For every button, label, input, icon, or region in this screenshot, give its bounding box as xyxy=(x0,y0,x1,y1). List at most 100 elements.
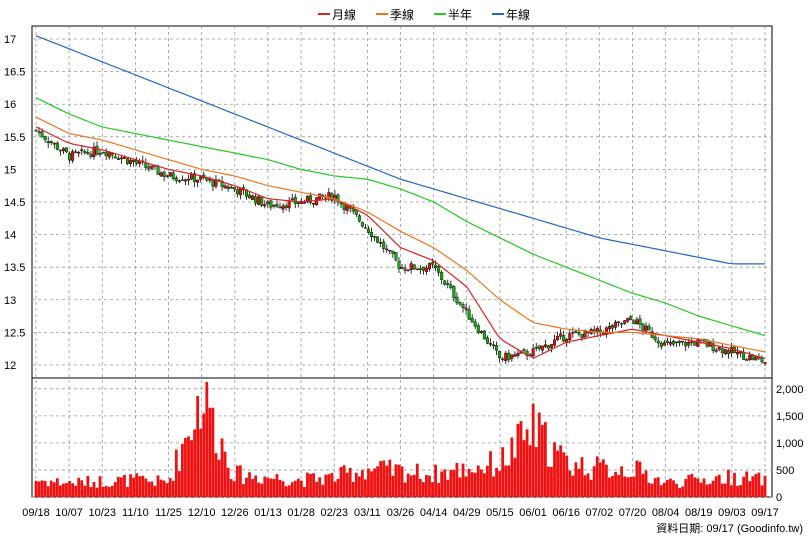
candle-body xyxy=(168,172,172,177)
volume-bar xyxy=(159,479,163,497)
volume-bar xyxy=(748,481,752,497)
candle-body xyxy=(754,356,758,361)
volume-bar xyxy=(165,483,169,497)
volume-bar xyxy=(309,473,312,497)
volume-bar xyxy=(153,485,157,497)
candle-body xyxy=(507,352,511,361)
volume-bar xyxy=(437,483,441,497)
candle-body xyxy=(287,200,291,209)
volume-bar xyxy=(132,477,136,497)
candle-body xyxy=(675,341,679,344)
volume-bar xyxy=(608,477,611,497)
volume-bar xyxy=(92,481,96,497)
volume-tick-label: 0 xyxy=(776,492,782,504)
candle-body xyxy=(495,345,499,351)
volume-bar xyxy=(220,438,224,497)
volume-bar xyxy=(376,466,380,497)
candle-body xyxy=(293,197,297,204)
date-tick-label: 11/25 xyxy=(155,507,182,519)
volume-bar xyxy=(406,473,410,497)
volume-bar xyxy=(242,484,245,497)
volume-bar xyxy=(217,459,221,497)
volume-bar xyxy=(595,456,599,497)
candle-body xyxy=(458,302,462,305)
date-tick-label: 04/14 xyxy=(420,507,448,519)
candle-body xyxy=(492,344,496,347)
candle-body xyxy=(98,153,102,155)
price-tick-label: 17 xyxy=(4,34,16,46)
candle-body xyxy=(37,131,41,133)
candle-body xyxy=(89,153,93,157)
candle-body xyxy=(440,271,444,280)
candle-body xyxy=(135,160,139,164)
volume-bar xyxy=(202,413,206,497)
candle-body xyxy=(678,340,682,343)
candle-body xyxy=(629,316,633,320)
candle-body xyxy=(208,179,212,181)
candle-body xyxy=(360,222,364,227)
candle-body xyxy=(171,172,175,179)
volume-bar xyxy=(327,474,331,497)
candle-body xyxy=(574,331,578,333)
candle-body xyxy=(580,334,584,339)
volume-bar xyxy=(315,481,319,497)
candle-body xyxy=(412,264,416,270)
candle-body xyxy=(522,349,526,351)
candle-body xyxy=(601,332,605,335)
volume-bar xyxy=(254,475,258,497)
volume-bar xyxy=(656,477,660,497)
volume-bar xyxy=(388,459,392,497)
ma-year-line xyxy=(35,35,765,265)
date-tick-label: 07/02 xyxy=(586,507,614,519)
volume-bar xyxy=(452,470,456,497)
volume-bar xyxy=(104,485,108,497)
volume-bar xyxy=(638,461,642,497)
candle-body xyxy=(714,349,718,352)
volume-bar xyxy=(299,480,303,497)
volume-bar xyxy=(364,479,367,497)
candle-body xyxy=(583,329,587,338)
candle-body xyxy=(644,325,648,331)
candle-body xyxy=(61,148,65,152)
candle-body xyxy=(290,198,294,200)
volume-bar xyxy=(199,428,203,497)
volume-bar xyxy=(723,483,727,497)
volume-bar xyxy=(324,474,328,497)
volume-bar xyxy=(425,475,428,497)
candle-body xyxy=(537,345,541,349)
candle-body xyxy=(229,186,233,189)
volume-bar xyxy=(342,465,346,497)
candle-body xyxy=(504,352,508,362)
volume-bar xyxy=(547,466,550,497)
candle-body xyxy=(696,339,700,347)
volume-bar xyxy=(40,480,44,497)
candle-body xyxy=(638,318,642,325)
candle-body xyxy=(400,267,404,269)
date-tick-label: 09/03 xyxy=(718,507,746,519)
volume-bar xyxy=(577,468,581,497)
volume-bar xyxy=(370,471,373,497)
volume-bar xyxy=(287,485,291,497)
candle-body xyxy=(187,178,191,181)
volume-bar xyxy=(95,487,99,497)
candle-body xyxy=(751,355,755,361)
legend-label: 年線 xyxy=(506,7,530,22)
volume-bar xyxy=(257,482,261,497)
volume-bar xyxy=(275,474,279,497)
candle-body xyxy=(339,202,343,205)
candle-body xyxy=(156,165,160,175)
volume-bar xyxy=(614,471,617,497)
candle-body xyxy=(309,195,313,203)
candle-body xyxy=(614,321,618,328)
volume-bar xyxy=(611,475,614,497)
candle-body xyxy=(729,347,733,354)
candle-body xyxy=(220,181,224,187)
volume-bar xyxy=(760,485,764,497)
candle-body xyxy=(77,152,81,154)
candle-body xyxy=(418,268,422,270)
candle-body xyxy=(254,196,258,204)
volume-bar xyxy=(74,485,78,497)
candle-body xyxy=(549,344,553,348)
candle-body xyxy=(623,320,627,324)
